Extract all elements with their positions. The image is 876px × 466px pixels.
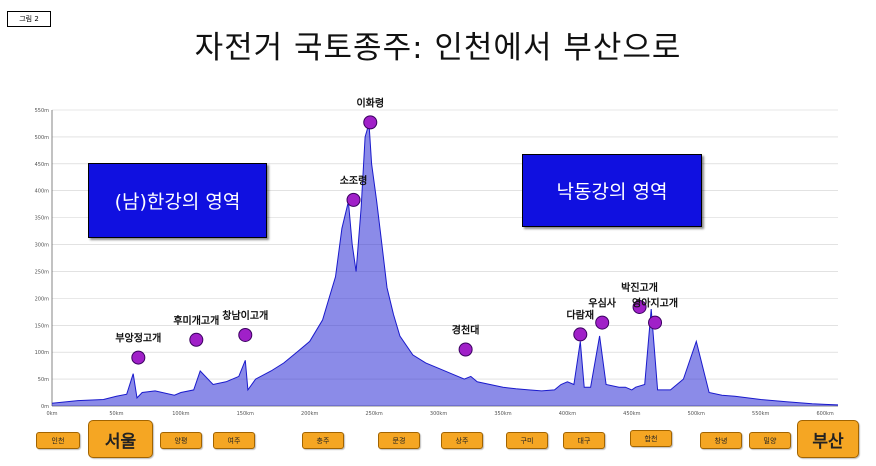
y-tick-label: 0m xyxy=(41,404,49,410)
x-tick-label: 150km xyxy=(237,411,254,417)
pass-label: 이화령 xyxy=(356,96,384,109)
y-tick-label: 250m xyxy=(35,269,50,275)
y-tick-label: 150m xyxy=(35,323,50,329)
city-label: 양평 xyxy=(160,432,202,449)
city-label: 구미 xyxy=(506,432,548,449)
pass-label: 창남이고개 xyxy=(222,309,268,322)
chart-title: 자전거 국토종주: 인천에서 부산으로 xyxy=(194,30,682,66)
y-tick-label: 550m xyxy=(35,108,50,114)
city-label: 창녕 xyxy=(700,432,742,449)
pass-label: 다람재 xyxy=(566,308,594,321)
pass-label: 후미개고개 xyxy=(173,314,219,327)
figure-tag: 그림 2 xyxy=(7,11,51,27)
y-tick-label: 400m xyxy=(35,189,50,195)
pass-marker xyxy=(458,342,473,357)
pass-label: 부앙정고개 xyxy=(115,332,161,345)
city-label: 부산 xyxy=(797,420,859,458)
city-label: 문경 xyxy=(378,432,420,449)
y-tick-label: 100m xyxy=(35,350,50,356)
x-tick-label: 450km xyxy=(623,411,640,417)
city-label: 밀양 xyxy=(749,432,791,449)
x-tick-label: 500km xyxy=(688,411,705,417)
pass-marker xyxy=(189,332,204,347)
x-tick-label: 550km xyxy=(752,411,769,417)
city-label: 대구 xyxy=(563,432,605,449)
x-tick-label: 100km xyxy=(172,411,189,417)
pass-marker xyxy=(346,192,361,207)
pass-label: 경천대 xyxy=(452,323,480,336)
x-tick-label: 50km xyxy=(109,411,123,417)
pass-label: 영아지고개 xyxy=(632,297,678,310)
city-label: 여주 xyxy=(213,432,255,449)
pass-marker xyxy=(632,299,647,314)
elevation-line xyxy=(51,123,839,406)
pass-label: 우심사 xyxy=(588,297,616,310)
x-tick-label: 400km xyxy=(559,411,576,417)
y-tick-label: 50m xyxy=(38,377,49,383)
pass-marker xyxy=(363,115,378,130)
x-tick-label: 350km xyxy=(494,411,511,417)
x-tick-label: 300km xyxy=(430,411,447,417)
city-label: 서울 xyxy=(88,420,153,458)
x-tick-label: 600km xyxy=(816,411,833,417)
pass-label: 소조령 xyxy=(340,175,368,187)
city-label: 합천 xyxy=(630,430,672,447)
y-tick-label: 300m xyxy=(35,243,50,249)
x-tick-label: 200km xyxy=(301,411,318,417)
pass-marker xyxy=(238,327,253,342)
y-tick-label: 500m xyxy=(35,135,50,141)
nakdong-river-region-label: 낙동강의 영역 xyxy=(522,154,702,227)
x-tick-label: 250km xyxy=(365,411,382,417)
x-tick-label: 0km xyxy=(47,411,58,417)
pass-marker xyxy=(573,327,588,342)
y-tick-label: 450m xyxy=(35,162,50,168)
city-label: 인천 xyxy=(36,432,80,449)
pass-marker xyxy=(131,350,146,365)
y-tick-label: 350m xyxy=(35,216,50,222)
han-river-region-label: (남)한강의 영역 xyxy=(88,163,267,238)
pass-label: 박진고개 xyxy=(621,281,658,294)
pass-marker xyxy=(648,315,663,330)
y-tick-label: 200m xyxy=(35,296,50,302)
city-label: 상주 xyxy=(441,432,483,449)
pass-marker xyxy=(595,315,610,330)
city-label: 충주 xyxy=(302,432,344,449)
